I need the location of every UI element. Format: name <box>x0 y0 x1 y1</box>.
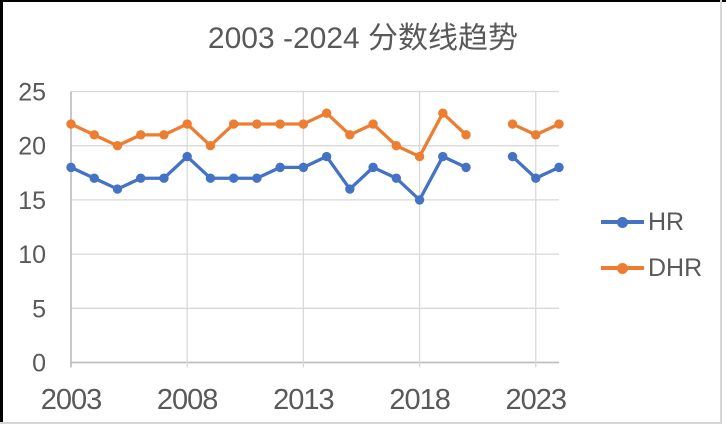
hr-data-marker <box>112 184 123 194</box>
dhr-data-marker <box>298 119 309 129</box>
dhr-data-marker <box>136 130 146 140</box>
frame-border-bottom <box>0 422 722 424</box>
y-tick-label: 5 <box>32 295 46 323</box>
x-tick-label: 2023 <box>506 384 567 416</box>
dhr-data-marker <box>89 130 99 140</box>
frame-border-left <box>0 0 3 424</box>
hr-data-marker <box>298 162 309 173</box>
hr-data-marker <box>554 162 564 173</box>
dhr-data-marker <box>368 119 378 129</box>
dhr-data-marker <box>461 130 471 140</box>
hr-data-marker <box>414 195 425 205</box>
dhr-data-marker <box>507 119 518 129</box>
x-tick-label: 2008 <box>157 384 218 416</box>
hr-legend-symbol <box>601 216 644 228</box>
dhr-data-marker <box>228 119 239 129</box>
dhr-legend-label: DHR <box>648 253 703 282</box>
dhr-data-marker <box>438 108 448 118</box>
hr-data-marker <box>159 173 169 183</box>
hr-data-marker <box>89 173 99 183</box>
dhr-data-marker <box>252 119 262 129</box>
dhr-legend-marker-icon <box>617 262 628 274</box>
dhr-data-marker <box>275 119 285 129</box>
hr-data-marker <box>531 173 541 183</box>
dhr-data-marker <box>205 141 216 151</box>
hr-data-marker <box>391 173 402 183</box>
dhr-data-marker <box>159 130 169 140</box>
dhr-data-marker <box>554 119 564 129</box>
hr-data-marker <box>228 173 239 183</box>
y-tick-label: 25 <box>18 79 46 107</box>
dhr-data-marker <box>182 119 192 129</box>
x-tick-label: 2018 <box>389 384 450 416</box>
hr-data-marker <box>205 173 216 183</box>
dhr-data-marker <box>66 119 76 129</box>
hr-legend-label: HR <box>648 207 685 236</box>
dhr-legend-symbol <box>601 262 644 274</box>
hr-data-marker <box>507 151 518 162</box>
hr-series-line <box>69 154 468 202</box>
dhr-data-marker <box>531 130 541 140</box>
dhr-series-line <box>69 111 468 159</box>
y-tick-label: 0 <box>32 350 46 378</box>
hr-data-marker <box>461 162 471 173</box>
hr-data-marker <box>182 151 192 162</box>
hr-data-marker <box>136 173 146 183</box>
hr-data-marker <box>66 162 76 173</box>
frame-border-top <box>0 0 726 2</box>
hr-data-marker <box>368 162 378 173</box>
hr-data-marker <box>438 151 448 162</box>
y-tick-label: 10 <box>18 241 46 269</box>
hr-data-marker <box>275 162 285 173</box>
dhr-data-marker <box>391 141 402 151</box>
hr-data-marker <box>321 151 332 162</box>
legend: HR DHR <box>601 207 703 282</box>
x-tick-label: 2013 <box>273 384 334 416</box>
y-tick-label: 15 <box>18 187 46 215</box>
hr-data-marker <box>345 184 355 194</box>
frame-border-right <box>720 0 722 424</box>
dhr-data-marker <box>112 141 123 151</box>
dhr-data-marker <box>321 108 332 118</box>
legend-item-dhr: DHR <box>601 253 703 282</box>
chart-title: 2003 -2024 分数线趋势 <box>207 22 519 55</box>
hr-legend-marker-icon <box>617 216 628 228</box>
y-tick-label: 20 <box>18 133 46 161</box>
x-tick-label: 2003 <box>41 384 102 416</box>
hr-data-marker <box>252 173 262 183</box>
dhr-data-marker <box>414 151 425 162</box>
dhr-data-marker <box>345 130 355 140</box>
legend-item-hr: HR <box>601 207 702 236</box>
